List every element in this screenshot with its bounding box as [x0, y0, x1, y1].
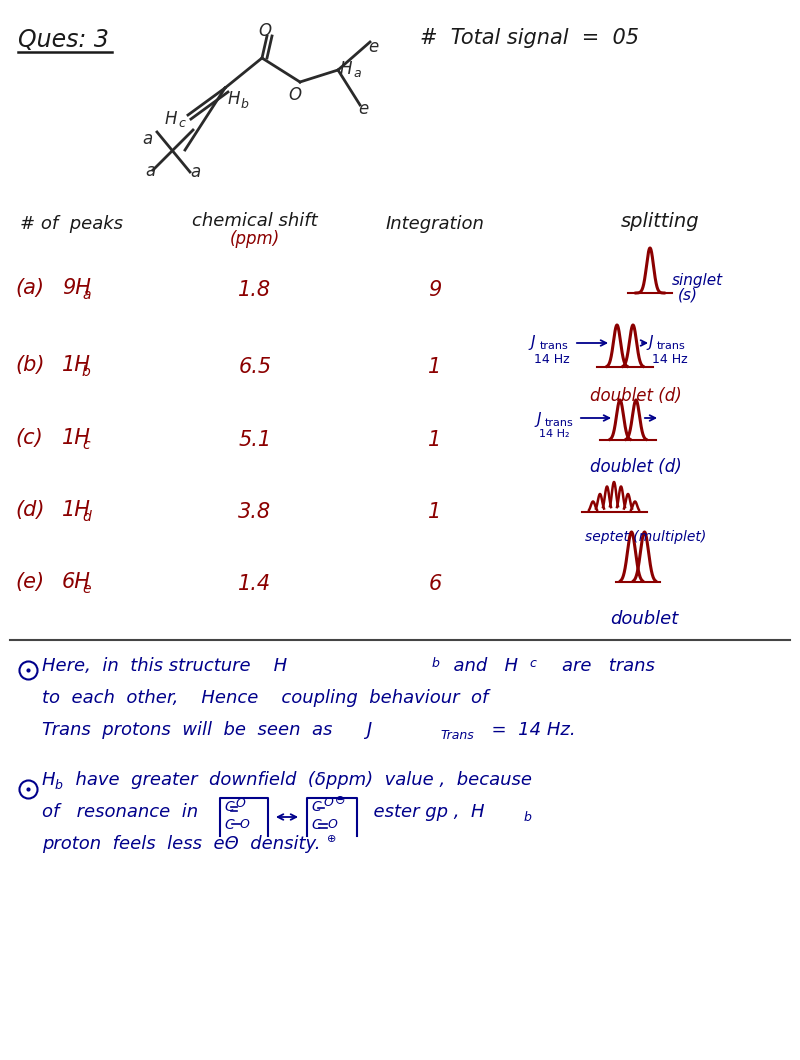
- Text: to  each  other,    Hence    coupling  behaviour  of: to each other, Hence coupling behaviour …: [42, 689, 488, 707]
- Text: 1H: 1H: [62, 355, 91, 375]
- Text: Here,  in  this structure    H: Here, in this structure H: [42, 657, 287, 675]
- Text: c: c: [529, 657, 536, 670]
- Text: 14 H₂: 14 H₂: [539, 429, 570, 439]
- Text: 6.5: 6.5: [238, 357, 271, 377]
- Text: trans: trans: [540, 341, 569, 351]
- Text: H: H: [228, 90, 241, 108]
- Text: O: O: [240, 818, 250, 831]
- Text: O: O: [289, 86, 302, 104]
- Text: doublet (d): doublet (d): [590, 387, 682, 405]
- Text: ester gp ,  H: ester gp , H: [362, 803, 485, 822]
- Text: C: C: [224, 800, 234, 814]
- Text: J: J: [648, 335, 653, 350]
- Text: 9H: 9H: [62, 278, 91, 298]
- Text: 3.8: 3.8: [238, 502, 271, 522]
- Text: b: b: [241, 98, 249, 111]
- Text: O: O: [258, 22, 271, 40]
- Text: (d): (d): [15, 500, 45, 520]
- Text: splitting: splitting: [621, 212, 699, 231]
- Text: (ppm): (ppm): [230, 230, 280, 248]
- Text: Integration: Integration: [386, 215, 485, 233]
- Text: ⊖: ⊖: [335, 794, 346, 807]
- Text: doublet (d): doublet (d): [590, 458, 682, 476]
- Text: are   trans: are trans: [539, 657, 655, 675]
- Text: 5.1: 5.1: [238, 430, 271, 450]
- Text: 14 Hz: 14 Hz: [652, 353, 688, 366]
- Text: Trans: Trans: [440, 729, 474, 742]
- Text: J: J: [536, 412, 541, 427]
- Text: (e): (e): [15, 572, 44, 591]
- Text: e: e: [358, 100, 368, 118]
- Text: have  greater  downfield  (δppm)  value ,  because: have greater downfield (δppm) value , be…: [64, 771, 532, 789]
- Text: C: C: [311, 818, 321, 832]
- Text: singlet: singlet: [672, 273, 723, 288]
- Text: c: c: [178, 117, 185, 130]
- Text: ⊕: ⊕: [327, 834, 336, 844]
- Text: 9: 9: [428, 280, 442, 300]
- Text: d: d: [82, 510, 90, 524]
- Text: (c): (c): [15, 428, 42, 448]
- Text: trans: trans: [657, 341, 686, 351]
- Text: proton  feels  less  eΘ  density.: proton feels less eΘ density.: [42, 835, 321, 853]
- Text: 1.8: 1.8: [238, 280, 271, 300]
- Text: b: b: [432, 657, 440, 670]
- Text: e: e: [368, 38, 378, 56]
- Text: H: H: [165, 110, 178, 128]
- Text: b: b: [524, 811, 532, 824]
- Text: e: e: [82, 582, 90, 596]
- Text: 1: 1: [428, 430, 442, 450]
- Text: C: C: [224, 818, 234, 832]
- Text: H: H: [42, 771, 55, 789]
- Text: #  Total signal  =  05: # Total signal = 05: [420, 28, 639, 48]
- Text: 1.4: 1.4: [238, 575, 271, 594]
- Text: doublet: doublet: [610, 610, 678, 628]
- Text: (a): (a): [15, 278, 44, 298]
- Text: b: b: [55, 779, 63, 792]
- Text: a: a: [190, 163, 200, 181]
- Text: a: a: [142, 130, 152, 148]
- Text: chemical shift: chemical shift: [192, 212, 318, 230]
- Text: septet (multiplet): septet (multiplet): [585, 530, 706, 544]
- Text: Trans  protons  will  be  seen  as      J: Trans protons will be seen as J: [42, 721, 372, 739]
- Text: C: C: [311, 800, 321, 814]
- Text: trans: trans: [545, 418, 574, 428]
- Text: (s): (s): [678, 288, 698, 303]
- Text: Ques: 3: Ques: 3: [18, 28, 109, 52]
- Text: 1: 1: [428, 357, 442, 377]
- Text: and   H: and H: [442, 657, 518, 675]
- Text: =  14 Hz.: = 14 Hz.: [480, 721, 576, 739]
- Text: 6: 6: [428, 575, 442, 594]
- Text: a: a: [145, 162, 155, 180]
- Text: O: O: [323, 796, 333, 809]
- Text: 14 Hz: 14 Hz: [534, 353, 570, 366]
- Text: of   resonance  in: of resonance in: [42, 803, 198, 822]
- Text: O: O: [236, 797, 246, 810]
- Text: J: J: [530, 335, 534, 350]
- Text: a: a: [82, 288, 90, 302]
- Text: a: a: [353, 67, 361, 80]
- Text: # of  peaks: # of peaks: [20, 215, 123, 233]
- Text: (b): (b): [15, 355, 45, 375]
- Text: 1H: 1H: [62, 428, 91, 448]
- Text: 6H: 6H: [62, 572, 91, 591]
- Text: H: H: [340, 60, 353, 78]
- Text: O: O: [327, 818, 337, 831]
- Text: b: b: [82, 365, 90, 379]
- Text: c: c: [82, 438, 90, 452]
- Text: 1: 1: [428, 502, 442, 522]
- Text: 1H: 1H: [62, 500, 91, 520]
